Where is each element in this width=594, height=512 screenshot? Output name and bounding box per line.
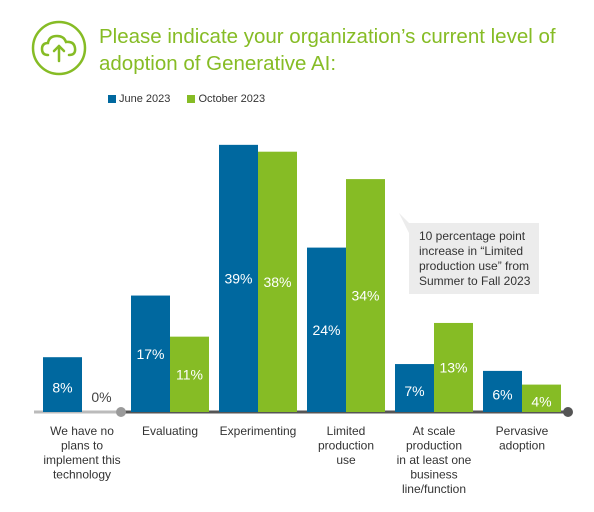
bar-october-4 [434,322,473,412]
legend-label-june: June 2023 [119,93,171,105]
bar-june-1 [131,295,170,412]
category-label-0-line-2: implement this [43,453,120,467]
data-label-october-0: 0% [91,389,111,405]
data-label-october-2: 38% [263,274,291,290]
data-label-june-2: 39% [224,270,252,286]
category-label-4-line-1: production [406,439,462,453]
data-label-october-4: 13% [439,359,467,375]
category-label-0-line-0: We have no [50,424,114,438]
annotation-pointer [399,213,409,233]
bar-october-3 [346,179,385,412]
bar-june-3 [307,247,346,412]
category-label-3-line-1: production [318,439,374,453]
baseline-marker-start [116,407,126,417]
category-label-5-line-1: adoption [499,439,545,453]
data-label-october-3: 34% [351,288,379,304]
bar-june-2 [219,144,258,412]
cloud-upload-icon [31,20,87,76]
data-label-june-3: 24% [312,322,340,338]
annotation-box: 10 percentage point increase in “Limited… [409,223,539,294]
bar-october-1 [170,336,209,412]
category-label-3-line-0: Limited [327,424,366,438]
data-label-june-1: 17% [136,346,164,362]
category-label-4-line-2: in at least one [397,453,472,467]
bar-june-0 [43,357,82,412]
legend-label-october: October 2023 [198,93,266,105]
category-label-1-line-0: Evaluating [142,424,198,438]
baseline-marker-end [563,407,573,417]
chart-title: Please indicate your organization’s curr… [99,25,556,75]
bar-october-5 [522,384,561,412]
category-label-5-line-0: Pervasive [496,424,549,438]
legend-item-june: June 2023 [108,93,170,105]
data-label-october-5: 4% [531,393,551,409]
legend-swatch-june [108,95,116,103]
category-label-3-line-2: use [336,453,356,467]
category-label-2-line-0: Experimenting [220,424,297,438]
data-label-june-0: 8% [52,380,72,396]
legend: June 2023 October 2023 [108,93,279,106]
legend-swatch-october [187,95,196,103]
bar-june-4 [395,364,434,412]
data-label-june-5: 6% [492,386,512,402]
data-label-june-4: 7% [404,383,424,399]
category-label-0-line-1: plans to [61,439,103,453]
bar-october-2 [258,151,297,412]
bar-june-5 [483,370,522,412]
category-label-4-line-3: business [410,468,457,482]
category-label-0-line-3: technology [53,468,111,482]
category-label-4-line-0: At scale [413,424,456,438]
legend-item-october: October 2023 [187,93,265,105]
category-label-4-line-4: line/function [402,482,466,496]
data-label-october-1: 11% [176,366,203,382]
